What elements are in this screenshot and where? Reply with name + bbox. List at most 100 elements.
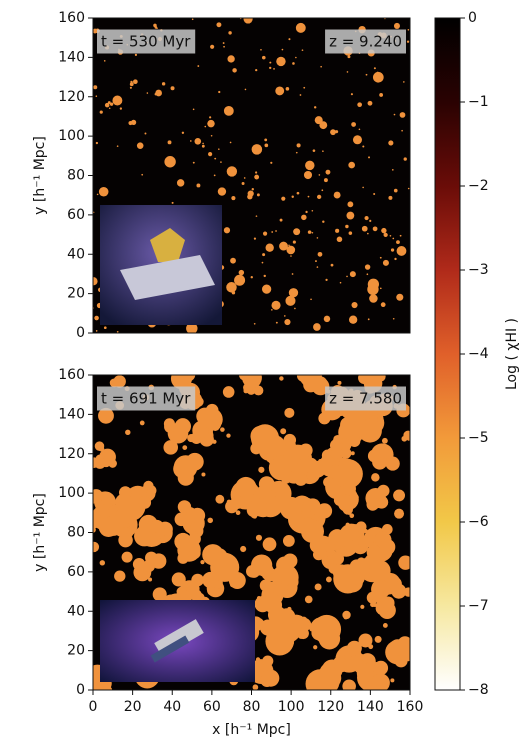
ionized-region [340, 447, 352, 459]
ionized-region [325, 278, 328, 281]
annotation: z = 9.240 [329, 33, 402, 51]
ionized-region [303, 170, 313, 180]
ionized-region [307, 195, 310, 198]
ionized-region [282, 534, 295, 547]
ionized-region [196, 425, 209, 438]
ionized-region [282, 553, 298, 569]
ionized-region [364, 215, 369, 221]
ionized-region [232, 68, 237, 73]
ionized-region [129, 86, 132, 89]
ionized-region [396, 293, 404, 301]
ionized-region [230, 257, 236, 264]
ionized-region [389, 234, 392, 237]
ionized-region [372, 71, 384, 83]
telescope-shield [120, 255, 215, 300]
ionized-region [226, 433, 231, 438]
colorbar-tick-label: −8 [468, 682, 489, 698]
ionized-region [174, 375, 189, 387]
ionized-region [379, 287, 382, 290]
y-tick-label: 160 [58, 10, 85, 26]
y-axis-label: y [h⁻¹ Mpc] [32, 493, 48, 572]
colorbar [434, 17, 461, 691]
ionized-region [269, 66, 272, 70]
ionized-region [181, 131, 185, 134]
map-field [93, 18, 410, 333]
ionized-region [281, 580, 286, 585]
ionized-region [396, 240, 400, 245]
ionized-region [381, 437, 388, 444]
ionized-region [154, 92, 158, 96]
annotation-box [97, 29, 196, 54]
ionized-region [276, 56, 286, 67]
ionized-region [115, 507, 133, 525]
ionized-region [103, 326, 107, 330]
ionized-region [259, 441, 279, 461]
ionized-region [202, 571, 219, 589]
ionized-region [288, 244, 290, 247]
ionized-region [107, 101, 111, 104]
ionized-region [343, 615, 348, 620]
ionized-region [362, 145, 365, 148]
ionized-region [274, 569, 292, 586]
ionized-region [377, 484, 390, 497]
ionized-region [146, 485, 155, 493]
ionized-region [255, 171, 258, 174]
ionized-region [379, 538, 396, 556]
ionized-region [317, 251, 323, 257]
ionized-region [288, 38, 291, 41]
colorbar-tick-label: −1 [468, 94, 489, 110]
ionized-region [261, 261, 264, 264]
ionized-region [229, 141, 232, 144]
ionized-region [407, 187, 410, 190]
ionized-region [264, 478, 272, 486]
ionized-region [258, 466, 265, 473]
ionized-region [342, 679, 356, 690]
ionized-region [227, 55, 235, 63]
ionized-region [366, 544, 382, 560]
ionized-region [335, 228, 340, 233]
ionized-region [283, 433, 297, 447]
ionized-region [406, 436, 410, 441]
ionized-region [149, 533, 161, 545]
colorbar-tick-label: −4 [468, 346, 489, 362]
ionized-region [210, 421, 220, 431]
annotation-box [325, 29, 406, 54]
ionized-region [357, 102, 362, 108]
ionized-region [240, 545, 247, 553]
ionized-region [262, 537, 277, 552]
ionized-region [222, 386, 235, 398]
ionized-region [253, 322, 256, 325]
ionized-region [349, 513, 355, 518]
ionized-region [95, 330, 98, 332]
ionized-region [189, 507, 206, 524]
ionized-region [361, 225, 368, 232]
ionized-region [185, 452, 204, 471]
ionized-region [387, 464, 393, 469]
ionized-region [348, 435, 361, 447]
ionized-region [201, 472, 206, 477]
ionized-region [313, 645, 318, 650]
ionized-region [316, 237, 319, 239]
y-tick-label: 60 [67, 207, 85, 223]
ionized-region [244, 88, 247, 91]
ionized-region [205, 403, 219, 417]
ionized-region [261, 284, 272, 294]
ionized-region [93, 666, 99, 684]
ionized-region [373, 192, 376, 196]
ionized-region [207, 119, 215, 128]
ionized-region [349, 559, 364, 574]
ionized-region [390, 678, 395, 683]
ionized-region [351, 301, 358, 309]
ionized-region [231, 291, 236, 295]
ionized-region [311, 617, 331, 637]
ionized-region [246, 564, 259, 578]
ionized-region [171, 572, 186, 587]
ionized-region [330, 263, 334, 267]
ionized-region [192, 108, 195, 111]
ionized-region [301, 214, 307, 221]
ionized-region [204, 125, 207, 128]
ionized-region [279, 218, 283, 222]
ionized-region [349, 271, 356, 278]
ionized-region [223, 105, 234, 116]
ionized-region [252, 684, 259, 690]
